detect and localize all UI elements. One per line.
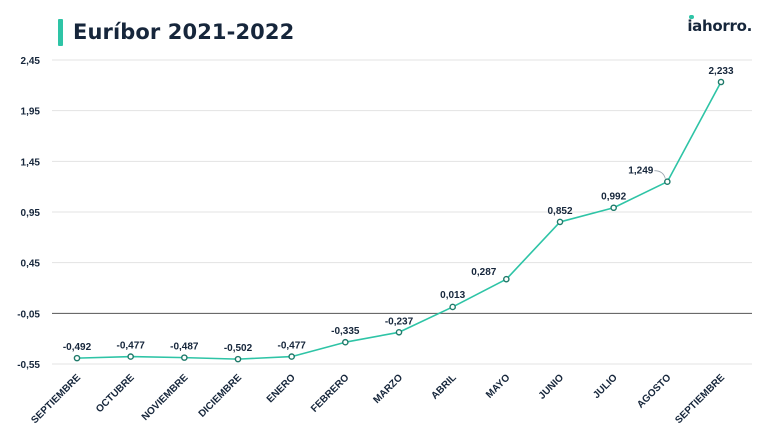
data-label: 0,013 xyxy=(440,290,465,301)
title-accent-bar xyxy=(58,18,63,46)
x-tick-label: NOVIEMBRE xyxy=(140,372,191,423)
data-label: -0,477 xyxy=(116,341,145,352)
data-point xyxy=(395,328,403,336)
data-label: -0,477 xyxy=(277,341,306,352)
data-point xyxy=(449,303,456,311)
x-tick-label: DICIEMBRE xyxy=(197,372,245,420)
data-point xyxy=(556,218,564,226)
logo-text: iahorro. xyxy=(687,17,752,35)
chart-title: Euríbor 2021-2022 xyxy=(73,20,295,44)
label-leader-line xyxy=(654,170,666,179)
brand-logo: iahorro. xyxy=(687,15,752,35)
x-tick-label: MARZO xyxy=(371,372,405,406)
data-point xyxy=(342,338,349,346)
logo-accent-mark xyxy=(689,15,695,19)
data-point xyxy=(127,353,134,360)
data-label: -0,502 xyxy=(224,343,253,354)
y-tick-label: -0,55 xyxy=(17,360,40,371)
y-tick-label: -0,05 xyxy=(17,309,40,320)
data-label: 0,852 xyxy=(547,206,572,217)
data-label: 0,287 xyxy=(471,267,496,278)
data-point xyxy=(73,354,81,362)
data-point xyxy=(288,353,295,360)
data-point xyxy=(181,354,188,361)
x-tick-label: OCTUBRE xyxy=(94,372,137,415)
x-tick-label: FEBRERO xyxy=(309,372,352,415)
data-point xyxy=(234,355,242,363)
x-tick-label: MAYO xyxy=(484,372,512,400)
data-point xyxy=(503,275,510,283)
data-label: -0,335 xyxy=(331,326,360,337)
data-label: 1,249 xyxy=(628,166,653,177)
chart-header: Euríbor 2021-2022 xyxy=(58,16,294,48)
data-point xyxy=(610,204,617,212)
data-label: 2,233 xyxy=(708,66,733,77)
x-tick-label: JULIO xyxy=(591,372,620,401)
y-tick-label: 0,95 xyxy=(21,208,41,219)
y-tick-label: 1,95 xyxy=(21,107,41,118)
x-tick-label: JUNIO xyxy=(537,372,567,402)
x-tick-label: SEPTIEMBRE xyxy=(29,372,83,426)
data-label: -0,492 xyxy=(63,342,92,353)
y-tick-label: 2,45 xyxy=(21,56,41,67)
data-label: 0,992 xyxy=(601,192,626,203)
y-tick-label: 1,45 xyxy=(21,157,41,168)
data-label: -0,237 xyxy=(385,316,414,327)
data-point xyxy=(664,178,671,186)
x-tick-label: AGOSTO xyxy=(635,372,673,410)
x-tick-label: ABRIL xyxy=(429,372,458,401)
x-tick-label: ENERO xyxy=(265,372,298,405)
data-point xyxy=(717,78,725,86)
y-tick-label: 0,45 xyxy=(21,259,41,270)
x-tick-label: SEPTIEMBRE xyxy=(673,372,727,426)
data-label: -0,487 xyxy=(170,342,199,353)
